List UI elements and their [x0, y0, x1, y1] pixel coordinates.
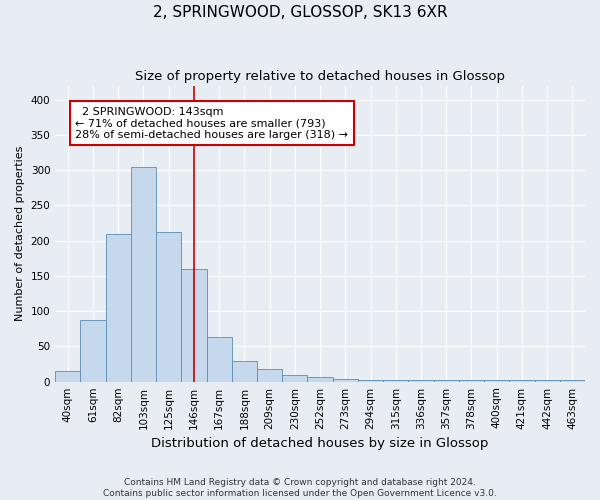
Bar: [560, 380, 585, 382]
Bar: [509, 380, 535, 382]
Bar: [484, 380, 509, 382]
Bar: [434, 380, 459, 382]
Title: Size of property relative to detached houses in Glossop: Size of property relative to detached ho…: [135, 70, 505, 83]
Bar: [181, 269, 206, 382]
Y-axis label: Number of detached properties: Number of detached properties: [15, 146, 25, 322]
Bar: [131, 166, 156, 382]
Bar: [232, 360, 257, 382]
Bar: [459, 380, 484, 382]
Bar: [282, 376, 307, 382]
Bar: [332, 379, 358, 382]
Bar: [383, 380, 409, 382]
Bar: [55, 371, 80, 382]
Text: Contains HM Land Registry data © Crown copyright and database right 2024.
Contai: Contains HM Land Registry data © Crown c…: [103, 478, 497, 498]
Bar: [156, 232, 181, 382]
Bar: [80, 320, 106, 382]
X-axis label: Distribution of detached houses by size in Glossop: Distribution of detached houses by size …: [151, 437, 489, 450]
Text: 2, SPRINGWOOD, GLOSSOP, SK13 6XR: 2, SPRINGWOOD, GLOSSOP, SK13 6XR: [152, 5, 448, 20]
Bar: [307, 378, 332, 382]
Bar: [358, 380, 383, 382]
Text: 2 SPRINGWOOD: 143sqm  
← 71% of detached houses are smaller (793)
28% of semi-de: 2 SPRINGWOOD: 143sqm ← 71% of detached h…: [76, 106, 349, 140]
Bar: [535, 380, 560, 382]
Bar: [106, 234, 131, 382]
Bar: [206, 336, 232, 382]
Bar: [409, 380, 434, 382]
Bar: [257, 369, 282, 382]
